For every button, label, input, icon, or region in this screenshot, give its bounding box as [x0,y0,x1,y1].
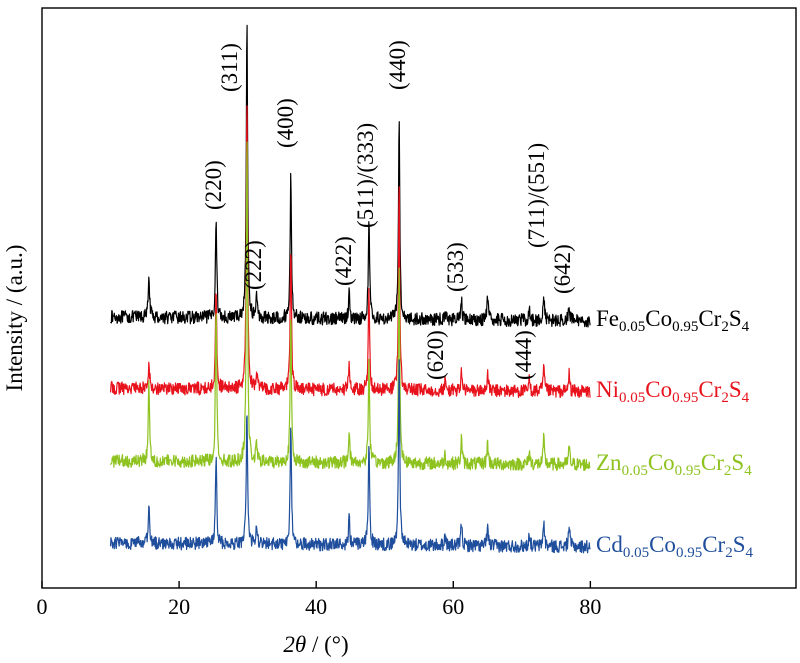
peak-label: (440) [385,40,410,90]
peak-label: (422) [331,236,356,286]
legend-entry: Fe0.05Co0.95Cr2S4 [596,306,750,335]
x-tick-label: 60 [442,594,464,619]
series-line [110,24,591,328]
peak-label: (620) [423,330,448,380]
legend-entry: Ni0.05Co0.95Cr2S4 [596,377,750,406]
series-line [109,359,591,554]
peak-label: (533) [443,242,468,292]
peak-label: (220) [201,160,226,210]
legend-entry: Cd0.05Co0.95Cr2S4 [596,532,753,561]
legend-entry: Zn0.05Co0.95Cr2S4 [596,450,752,479]
peak-label: (511)/(333) [353,123,378,228]
peak-label: (444) [511,330,536,380]
x-axis-title: 2θ / (°) [283,632,348,657]
peak-label: (711)/(551) [524,143,549,248]
peak-label: (222) [241,240,266,290]
y-axis-title: Intensity / (a.u.) [2,245,27,392]
x-tick-label: 20 [168,594,190,619]
peak-label: (311) [217,43,242,92]
x-tick-label: 40 [305,594,327,619]
plot-frame [41,7,797,589]
x-tick-label: 0 [37,594,48,619]
peak-label: (400) [273,98,298,148]
series-line [109,141,591,472]
peak-label: (642) [550,244,575,294]
series-line [109,105,591,399]
x-tick-label: 80 [579,594,601,619]
